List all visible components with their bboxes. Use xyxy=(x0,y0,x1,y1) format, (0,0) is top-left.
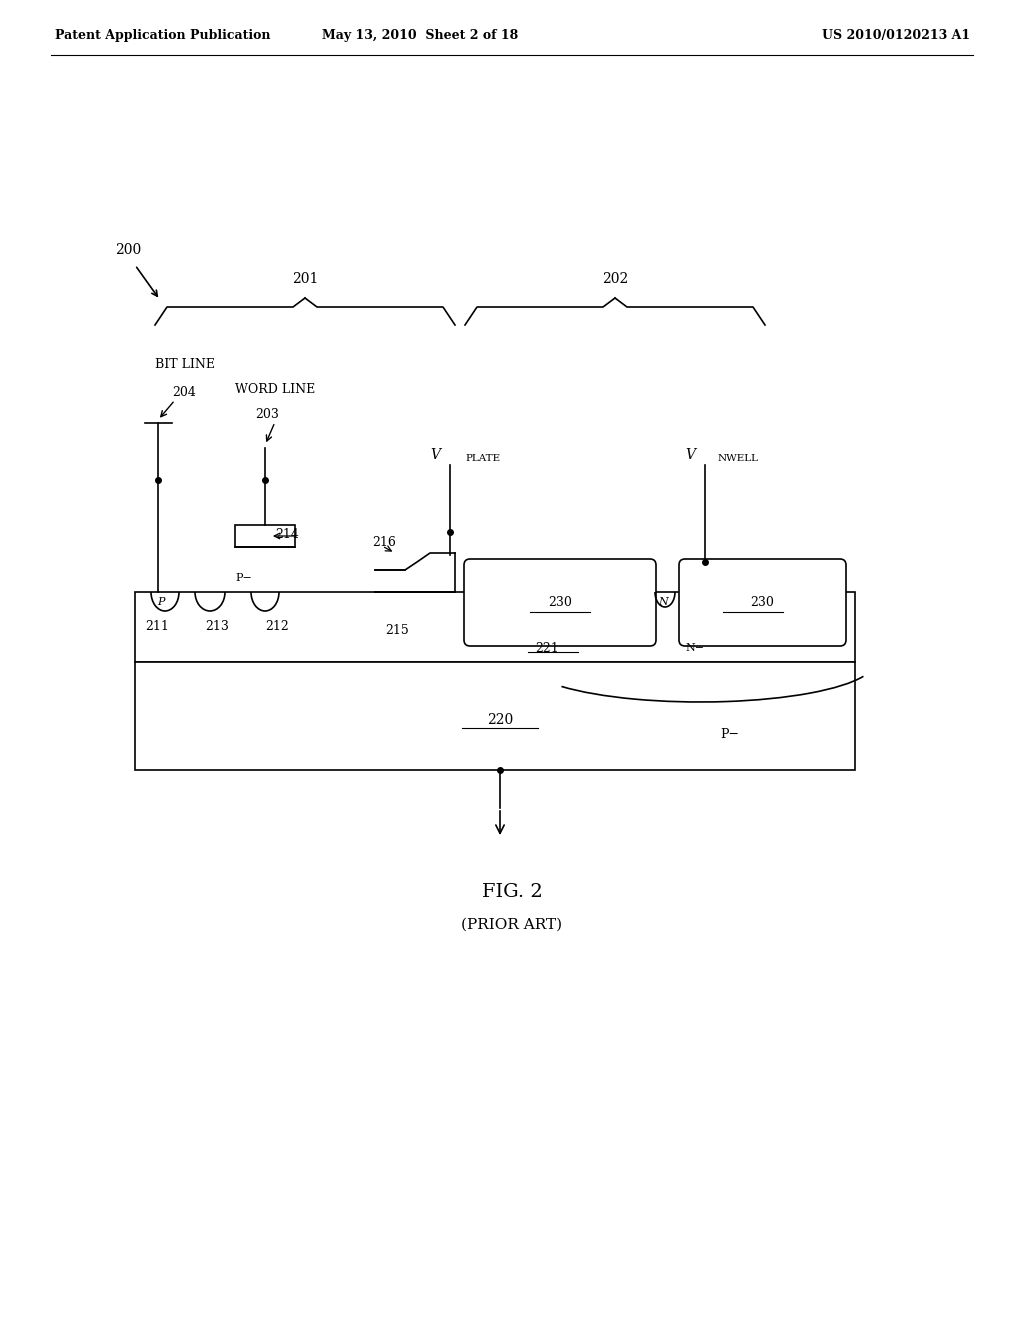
Text: WORD LINE: WORD LINE xyxy=(234,384,315,396)
Bar xyxy=(135,591,855,663)
Text: 211: 211 xyxy=(145,620,169,634)
Text: 230: 230 xyxy=(751,597,774,609)
Text: PLATE: PLATE xyxy=(465,454,500,462)
Text: 220: 220 xyxy=(486,713,513,727)
Text: NWELL: NWELL xyxy=(718,454,759,462)
Text: N: N xyxy=(658,597,668,607)
Bar xyxy=(234,525,295,546)
Text: Patent Application Publication: Patent Application Publication xyxy=(55,29,270,41)
Text: 202: 202 xyxy=(602,272,628,286)
Text: May 13, 2010  Sheet 2 of 18: May 13, 2010 Sheet 2 of 18 xyxy=(322,29,518,41)
Text: 221: 221 xyxy=(535,642,559,655)
Text: 215: 215 xyxy=(385,623,409,636)
Text: US 2010/0120213 A1: US 2010/0120213 A1 xyxy=(822,29,970,41)
Text: (PRIOR ART): (PRIOR ART) xyxy=(462,917,562,932)
Text: FIG. 2: FIG. 2 xyxy=(481,883,543,902)
Text: N−: N− xyxy=(685,643,705,653)
Text: 213: 213 xyxy=(205,620,229,634)
Text: 216: 216 xyxy=(372,536,396,549)
Text: BIT LINE: BIT LINE xyxy=(155,359,215,371)
Text: 212: 212 xyxy=(265,620,289,634)
Text: 204: 204 xyxy=(172,385,196,399)
Text: P−: P− xyxy=(234,573,252,583)
Text: P−: P− xyxy=(720,729,739,742)
Bar xyxy=(135,663,855,770)
Text: V: V xyxy=(430,447,440,462)
FancyBboxPatch shape xyxy=(679,558,846,645)
FancyBboxPatch shape xyxy=(464,558,656,645)
Text: 201: 201 xyxy=(292,272,318,286)
Text: 230: 230 xyxy=(548,597,572,609)
Text: V: V xyxy=(685,447,695,462)
Text: 200: 200 xyxy=(115,243,141,257)
Text: 203: 203 xyxy=(255,408,279,421)
Text: P: P xyxy=(157,597,165,607)
Text: 214: 214 xyxy=(275,528,299,541)
